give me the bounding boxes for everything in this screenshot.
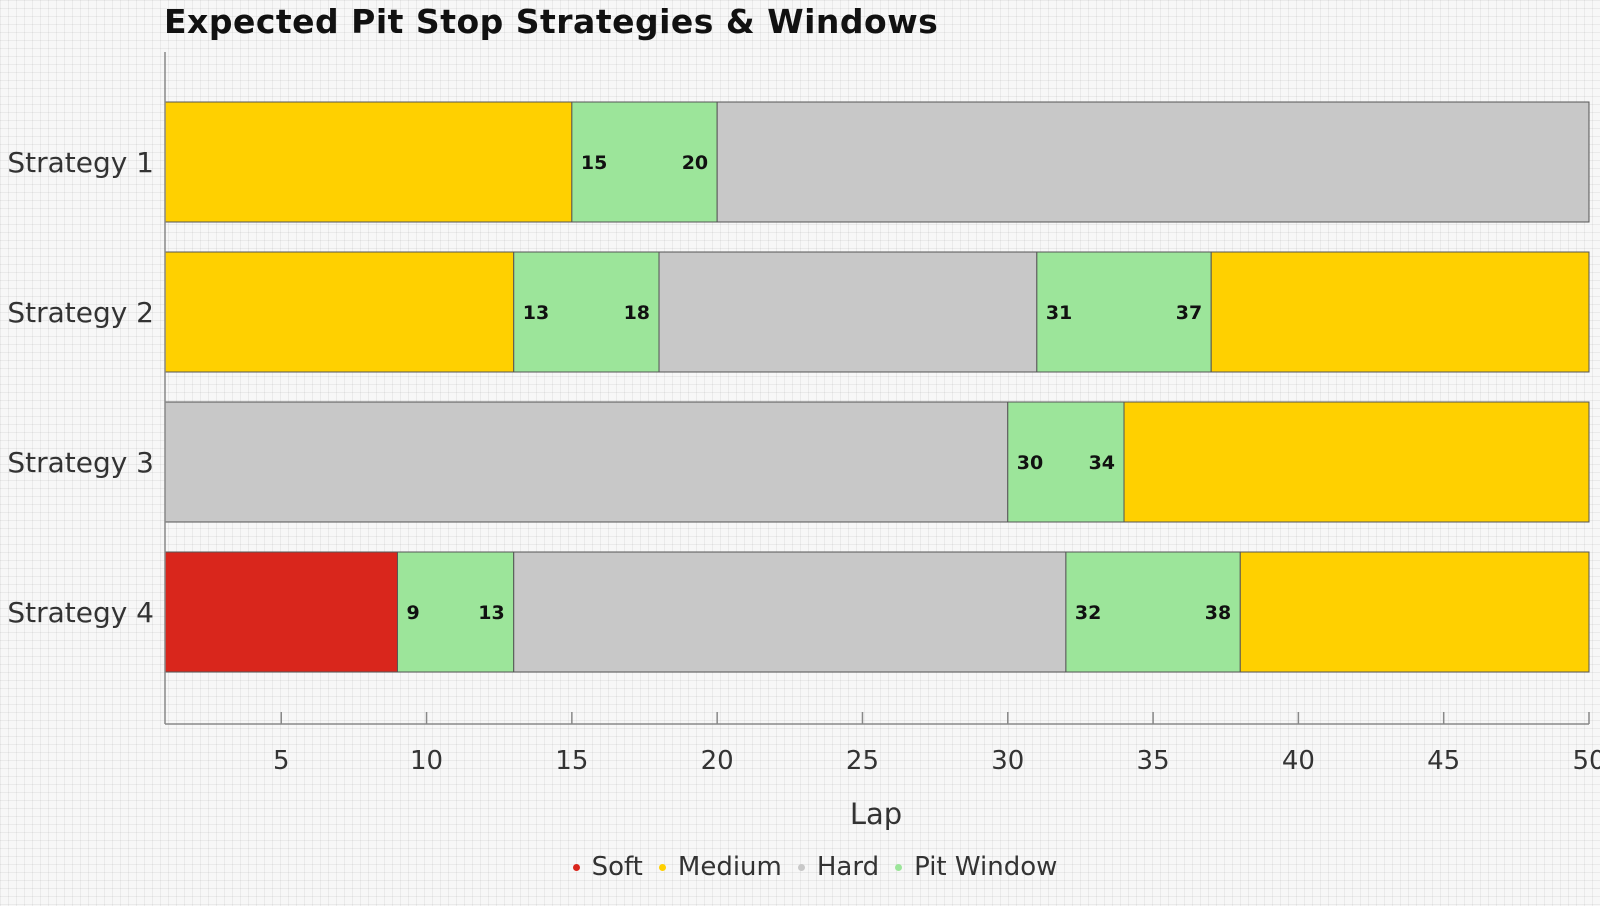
legend-marker-icon (895, 863, 903, 871)
pit-window-start-label: 30 (1017, 452, 1043, 474)
bar-segment-pit-window (1065, 551, 1241, 673)
legend-label: Soft (591, 852, 643, 882)
bar-segment-hard (513, 551, 1067, 673)
x-tick-label: 10 (410, 746, 443, 776)
chart-title: Expected Pit Stop Strategies & Windows (164, 2, 939, 41)
bar-segment-medium (1210, 251, 1590, 373)
pit-window-end-label: 20 (682, 152, 708, 174)
legend-item: Pit Window (895, 852, 1057, 882)
bar-segment-hard (716, 101, 1590, 223)
bar-segment-pit-window (571, 101, 718, 223)
y-labels-group: Strategy 1 Strategy 2 Strategy 3 Strategy 4 (7, 146, 154, 629)
x-tick-label: 40 (1282, 746, 1315, 776)
legend-marker-icon (572, 863, 580, 871)
legend-marker-icon (658, 863, 666, 871)
pit-window-start-label: 15 (581, 152, 607, 174)
pit-window-start-label: 13 (523, 302, 549, 324)
pit-window-end-label: 34 (1089, 452, 1115, 474)
legend-label: Pit Window (914, 852, 1058, 882)
pit-window-end-label: 18 (624, 302, 650, 324)
bar-segment-pit-window (1036, 251, 1212, 373)
bar-segment-pit-window (396, 551, 515, 673)
x-tick-label: 30 (991, 746, 1024, 776)
x-tick-label: 20 (701, 746, 734, 776)
x-tick-label: 5 (273, 746, 290, 776)
pit-window-end-label: 38 (1205, 602, 1231, 624)
x-axis-label: Lap (850, 797, 902, 831)
legend-item: Medium (658, 852, 782, 882)
x-tick-label: 45 (1427, 746, 1460, 776)
legend: Soft Medium Hard Pit Window (0, 852, 1600, 882)
legend-item: Hard (797, 852, 880, 882)
pit-window-end-label: 13 (478, 602, 504, 624)
legend-label: Medium (677, 852, 782, 882)
x-tick-label: 25 (846, 746, 879, 776)
bar-segment-soft (164, 551, 398, 673)
legend-label: Hard (816, 852, 880, 882)
y-axis-label: Strategy 4 (7, 596, 154, 629)
bar-segment-hard (164, 401, 1009, 523)
bar-segment-pit-window (1007, 401, 1125, 523)
bar-segment-medium (164, 101, 573, 223)
x-tick-label: 50 (1572, 746, 1600, 776)
y-axis-label: Strategy 1 (7, 146, 154, 179)
x-tick-label: 35 (1137, 746, 1170, 776)
legend-item: Soft (572, 852, 643, 882)
legend-marker-icon (797, 863, 805, 871)
x-tick-label: 15 (555, 746, 588, 776)
pit-window-end-label: 37 (1176, 302, 1202, 324)
pit-window-start-label: 32 (1075, 602, 1101, 624)
axes-group (164, 52, 1589, 725)
bar-segment-pit-window (513, 251, 660, 373)
bar-segment-medium (1239, 551, 1590, 673)
pit-window-start-label: 31 (1046, 302, 1072, 324)
bars-group: 15 20 13 18 31 37 30 34 9 13 32 38 (164, 101, 1590, 673)
x-ticks-group: 5 10 15 20 25 30 35 40 45 50 (273, 712, 1600, 776)
bar-segment-medium (1123, 401, 1590, 523)
y-axis-label: Strategy 3 (7, 446, 154, 479)
bar-segment-hard (658, 251, 1038, 373)
bar-segment-medium (164, 251, 515, 373)
y-axis-label: Strategy 2 (7, 296, 154, 329)
pit-window-start-label: 9 (406, 602, 419, 624)
